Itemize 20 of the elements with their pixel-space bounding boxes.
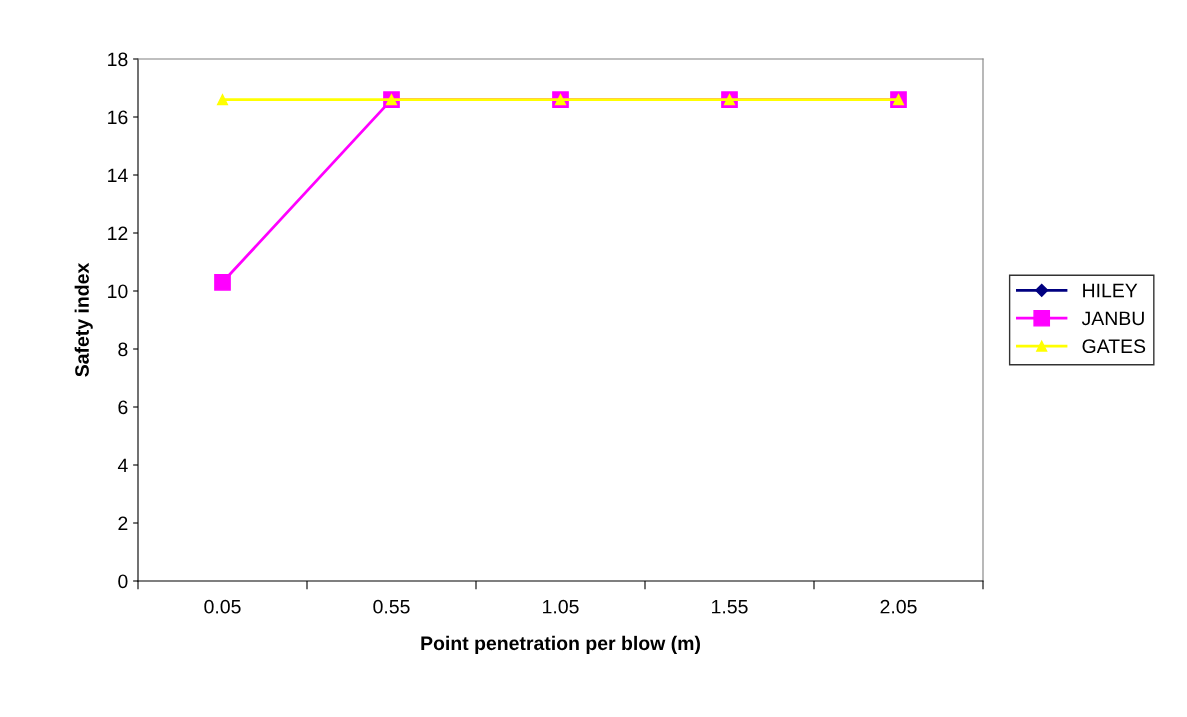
y-tick-label: 0 [118, 574, 128, 589]
legend-label: GATES [1082, 339, 1146, 354]
y-tick-label: 18 [108, 52, 128, 67]
y-tick-label: 14 [108, 168, 128, 183]
legend-label: HILEY [1083, 283, 1138, 298]
y-tick-label: 12 [108, 226, 128, 241]
x-tick-label: 0.55 [373, 599, 410, 614]
y-tick-label: 2 [118, 516, 128, 531]
x-tick-label: 1.55 [712, 599, 748, 614]
y-tick-label: 8 [118, 342, 128, 357]
y-tick-label: 4 [117, 458, 128, 473]
y-tick-label: 10 [108, 284, 128, 299]
x-tick-label: 2.05 [880, 599, 917, 614]
y-tick-label: 16 [108, 110, 128, 125]
x-tick-label: 0.05 [204, 599, 241, 614]
y-axis-title: Safety index [74, 262, 93, 377]
x-axis-title: Point penetration per blow (m) [421, 635, 700, 654]
y-tick-label: 6 [118, 400, 128, 415]
legend-label: JANBU [1081, 311, 1144, 326]
x-tick-label: 1.05 [543, 599, 579, 614]
